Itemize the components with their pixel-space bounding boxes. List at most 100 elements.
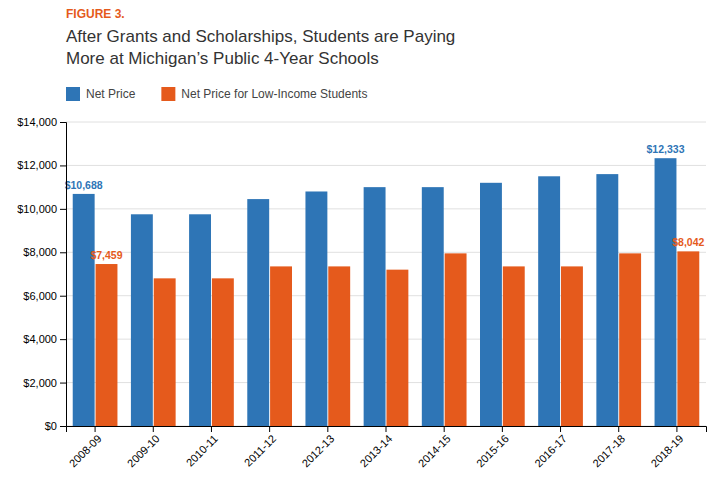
data-label: $8,042 <box>672 236 704 248</box>
tick: 2014-15 <box>416 426 453 469</box>
tick-mark <box>153 426 154 432</box>
tick-mark <box>60 122 66 123</box>
bar <box>503 266 525 426</box>
axis-line <box>60 123 67 427</box>
tick: 2016-17 <box>532 426 569 469</box>
tick-mark <box>60 209 66 210</box>
bar <box>247 199 269 426</box>
bar <box>561 266 583 426</box>
bars <box>73 158 700 426</box>
tick: $10,000 <box>17 203 66 215</box>
legend-label: Net Price <box>86 87 136 101</box>
tick-mark <box>60 383 66 384</box>
tick-mark <box>444 426 445 432</box>
title: After Grants and Scholarships, Students … <box>66 27 455 46</box>
bar <box>619 253 641 426</box>
bar <box>655 158 677 426</box>
tick-label: $2,000 <box>23 377 57 389</box>
tick: $14,000 <box>17 116 66 128</box>
tick-mark <box>676 426 677 432</box>
tick-label: $14,000 <box>17 116 57 128</box>
tick: 2018-19 <box>648 426 685 469</box>
tick-mark <box>95 426 96 432</box>
tick: 2012-13 <box>299 426 336 469</box>
annotation: FIGURE 3. <box>66 7 125 21</box>
tick-label: 2010-11 <box>184 432 220 468</box>
tick: $12,000 <box>17 159 66 171</box>
bar-series <box>96 251 700 426</box>
tick: 2009-10 <box>125 426 162 469</box>
bar <box>480 183 502 426</box>
bar-series <box>73 158 677 426</box>
tick: 2015-16 <box>474 426 511 469</box>
tick-label: 2015-16 <box>474 432 511 469</box>
data-labels: $10,688 $12,333 $7,459 $8,042 <box>65 143 705 261</box>
tick-label: 2009-10 <box>125 432 162 469</box>
bar <box>386 270 408 426</box>
data-label: $7,459 <box>90 249 122 261</box>
bar <box>328 266 350 426</box>
tick-mark <box>60 339 66 340</box>
tick: 2011-12 <box>242 426 278 469</box>
legend-item: Net Price for Low-Income Students <box>161 87 367 101</box>
bar <box>422 187 444 426</box>
tick-label: $8,000 <box>23 246 57 258</box>
bar <box>270 266 292 426</box>
tick-mark <box>60 165 66 166</box>
tick: 2017-18 <box>590 426 627 469</box>
grid-line <box>66 165 706 166</box>
legend-swatch <box>161 87 175 101</box>
bar <box>596 174 618 426</box>
data-label: $12,333 <box>647 143 685 155</box>
tick-mark <box>60 296 66 297</box>
legend-item: Net Price <box>66 87 136 101</box>
legend-label: Net Price for Low-Income Students <box>181 87 367 101</box>
axis-line <box>67 427 707 433</box>
chart: FIGURE 3. After Grants and Scholarships, … <box>0 0 726 498</box>
tick-label: 2014-15 <box>416 432 453 469</box>
tick-label: $4,000 <box>23 333 57 345</box>
tick: 2008-09 <box>67 426 104 469</box>
tick-mark <box>560 426 561 432</box>
tick: 2010-11 <box>184 426 220 469</box>
tick-mark <box>211 426 212 432</box>
tick-label: 2011-12 <box>242 432 278 468</box>
tick-label: 2017-18 <box>590 432 627 469</box>
x-axis: 2008-09 2009-10 2010-11 2011-12 2012-13 2013-… <box>67 426 707 469</box>
tick-label: 2013-14 <box>358 432 395 469</box>
bar <box>305 191 327 426</box>
tick: $8,000 <box>23 246 66 258</box>
tick-label: 2008-09 <box>67 432 104 469</box>
tick: $0 <box>45 420 66 432</box>
bar <box>131 214 153 426</box>
bar <box>364 187 386 426</box>
tick-label: 2016-17 <box>532 432 569 469</box>
bar <box>677 251 699 426</box>
tick-mark <box>502 426 503 432</box>
bar <box>538 176 560 426</box>
tick-mark <box>60 252 66 253</box>
bar <box>96 264 118 426</box>
bar <box>73 194 95 426</box>
bar <box>154 278 176 426</box>
tick: $2,000 <box>23 377 66 389</box>
tick-mark <box>269 426 270 432</box>
tick-label: $0 <box>45 420 57 432</box>
tick: $6,000 <box>23 290 66 302</box>
tick-mark <box>618 426 619 432</box>
tick-label: $10,000 <box>17 203 57 215</box>
tick-label: $12,000 <box>17 159 57 171</box>
tick: 2013-14 <box>358 426 395 469</box>
bar <box>212 278 234 426</box>
tick-label: $6,000 <box>23 290 57 302</box>
title: More at Michigan’s Public 4-Year Schools <box>66 49 379 68</box>
tick: $4,000 <box>23 333 66 345</box>
legend: Net Price Net Price for Low-Income Studen… <box>66 87 367 101</box>
bar <box>445 253 467 426</box>
tick-label: 2012-13 <box>299 432 336 469</box>
bar <box>189 214 211 426</box>
grid <box>66 122 706 426</box>
data-label: $10,688 <box>65 179 103 191</box>
legend-swatch <box>66 87 80 101</box>
tick-mark <box>60 426 66 427</box>
